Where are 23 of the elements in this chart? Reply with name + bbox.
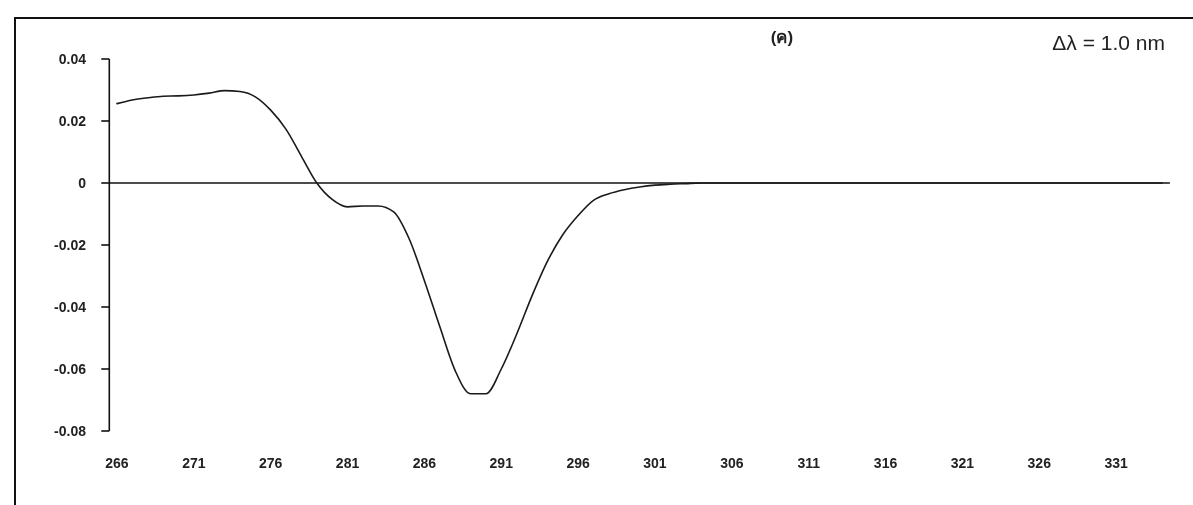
x-tick-label: 291: [489, 454, 514, 471]
y-tick-label: -0.04: [54, 298, 87, 315]
chart-title: (ค): [770, 28, 794, 47]
x-tick-label: 271: [182, 454, 206, 471]
text: Δλ = 1.0 nm: [1052, 31, 1165, 54]
x-tick-label: 326: [1027, 454, 1052, 471]
x-tick-label: 311: [797, 454, 821, 471]
x-tick-label: 321: [950, 454, 975, 471]
x-tick-label: 301: [643, 454, 667, 471]
x-tick-label: 276: [259, 454, 283, 471]
y-tick-label: 0.02: [58, 112, 87, 129]
y-tick-label: 0.04: [58, 50, 87, 67]
y-tick-label: -0.06: [54, 360, 87, 377]
y-tick-label: -0.02: [54, 236, 87, 253]
x-tick-label: 296: [566, 454, 591, 471]
x-tick-label: 286: [412, 454, 437, 471]
x-tick-label: 281: [335, 454, 360, 471]
x-tick-label: 266: [105, 454, 129, 471]
x-tick-label: 316: [873, 454, 898, 471]
y-tick-label: -0.08: [54, 422, 87, 439]
x-tick-label: 331: [1104, 454, 1128, 471]
y-tick-label: 0: [78, 174, 87, 191]
x-tick-label: 306: [720, 454, 744, 471]
